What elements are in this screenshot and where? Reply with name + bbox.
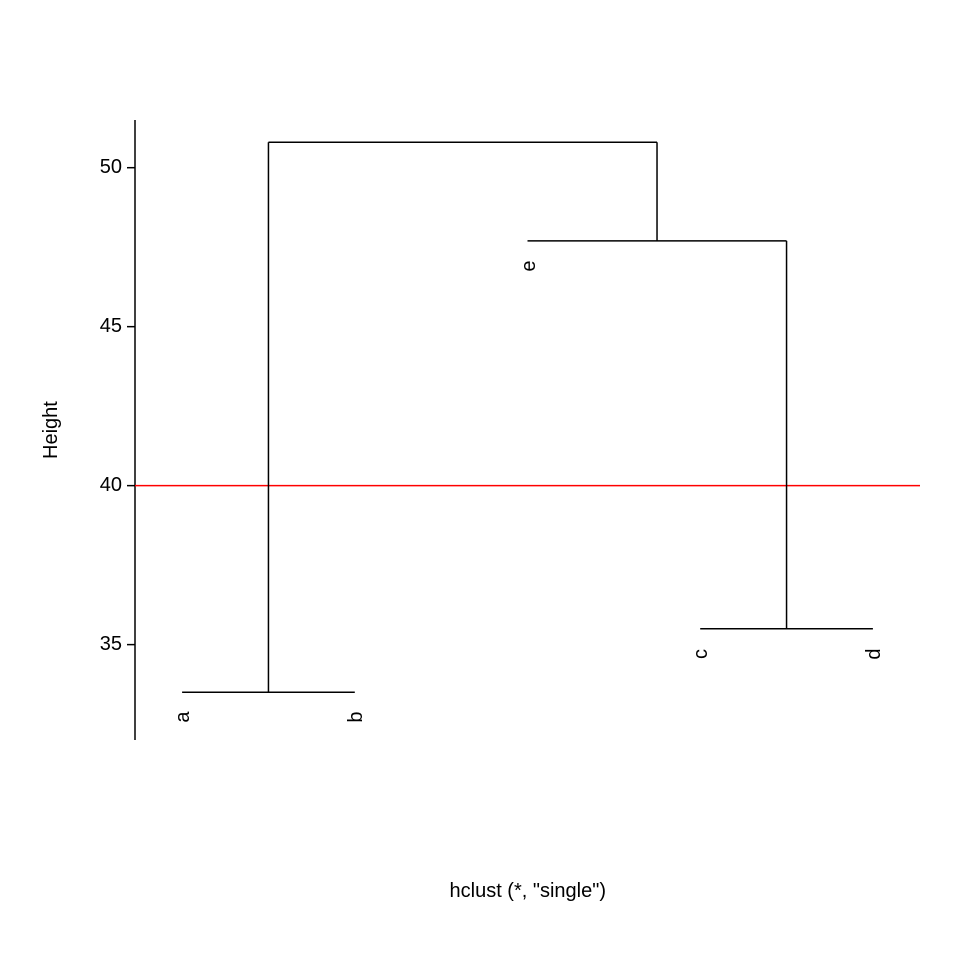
- dendrogram-chart: Height hclust (*, "single") 35 40 45 50 a b e…: [0, 0, 960, 960]
- y-axis-label: Height: [40, 401, 63, 459]
- x-axis-label: hclust (*, "single"): [450, 880, 606, 903]
- y-tick-label: 45: [82, 315, 122, 338]
- y-tick-label: 35: [82, 633, 122, 656]
- leaf-label-c: c: [690, 644, 710, 664]
- y-tick-label: 50: [82, 156, 122, 179]
- leaf-label-d: d: [863, 644, 883, 664]
- leaf-label-b: b: [345, 707, 365, 727]
- chart-svg: [0, 0, 960, 960]
- leaf-label-e: e: [518, 256, 538, 276]
- y-tick-label: 40: [82, 474, 122, 497]
- leaf-label-a: a: [172, 707, 192, 727]
